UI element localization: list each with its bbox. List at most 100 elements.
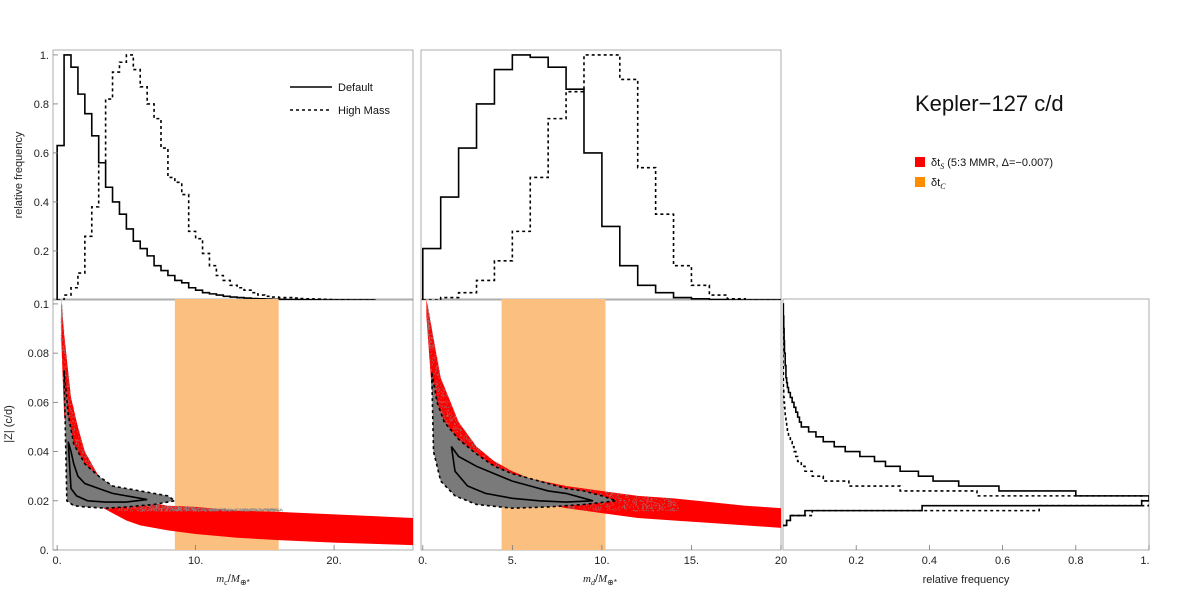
- scatter_mc-point: [152, 507, 154, 509]
- scatter_mc-point: [82, 459, 84, 461]
- scatter_md-point: [458, 438, 460, 440]
- scatter_mc-point: [81, 454, 83, 456]
- scatter_mc-point: [148, 509, 150, 511]
- legend-swatch-dts: [915, 157, 925, 167]
- scatter_md-point: [579, 504, 581, 506]
- scatter_md-point: [606, 493, 608, 495]
- scatter_mc-point: [156, 503, 158, 505]
- scatter_mc-point: [197, 510, 199, 512]
- scatter_md-point: [584, 508, 586, 510]
- hist_z-xtick-label: 0.8: [1068, 555, 1083, 567]
- scatter_md-point: [456, 428, 458, 430]
- scatter_mc-point: [195, 508, 197, 510]
- scatter_mc-point: [149, 506, 151, 508]
- scatter_md-point: [455, 419, 457, 421]
- scatter_md-point: [652, 508, 654, 510]
- scatter_mc-point: [142, 506, 144, 508]
- scatter_md-point: [450, 411, 452, 413]
- scatter_mc-point: [72, 412, 74, 414]
- scatter_md-point: [469, 441, 471, 443]
- scatter_md-point: [593, 504, 595, 506]
- scatter_mc-point: [78, 431, 80, 433]
- scatter_md-point: [455, 415, 457, 417]
- scatter_md-point: [444, 405, 446, 407]
- scatter_mc-point: [168, 508, 170, 510]
- scatter_mc-point: [165, 508, 167, 510]
- scatter_md-point: [473, 443, 475, 445]
- scatter_md-point: [620, 498, 622, 500]
- scatter_mc-point: [275, 509, 277, 511]
- scatter_md-point: [428, 339, 430, 341]
- scatter_md-point: [610, 495, 612, 497]
- scatter_mc-point: [161, 508, 163, 510]
- scatter_mc-point: [246, 508, 248, 510]
- scatter_mc-point: [142, 509, 144, 511]
- scatter_md-point: [673, 500, 675, 502]
- scatter_mc-point: [230, 508, 232, 510]
- scatter_md-point: [431, 326, 433, 328]
- scatter_mc-point: [161, 509, 163, 511]
- scatter_mc-point: [138, 506, 140, 508]
- scatter_mc-point: [146, 505, 148, 507]
- scatter_mc-point: [225, 508, 227, 510]
- scatter_md-point: [430, 349, 432, 351]
- scatter_md-point: [674, 504, 676, 506]
- scatter_mc-point: [140, 510, 142, 512]
- scatter_md-point: [625, 509, 627, 511]
- scatter_mc-point: [172, 508, 174, 510]
- scatter_mc-point: [85, 460, 87, 462]
- scatter_md-point: [614, 498, 616, 500]
- scatter_mc-point: [165, 510, 167, 512]
- scatter_mc-point: [75, 421, 77, 423]
- scatter_mc-point: [258, 510, 260, 512]
- scatter_mc-point: [206, 509, 208, 511]
- scatter_mc-point: [64, 374, 66, 376]
- scatter_mc-point: [60, 337, 62, 339]
- xlabel-relfreq: relative frequency: [923, 574, 1010, 586]
- scatter_mc-point: [244, 510, 246, 512]
- scatter_mc-xtick-label: 0.: [53, 555, 62, 567]
- scatter_mc-point: [217, 510, 219, 512]
- scatter_mc-point: [80, 449, 82, 451]
- scatter_mc-point: [64, 366, 66, 368]
- scatter_md-point: [594, 508, 596, 510]
- scatter_md-point: [445, 393, 447, 395]
- scatter_md-point: [427, 322, 429, 324]
- scatter_mc-point: [181, 510, 183, 512]
- scatter_md-point: [435, 393, 437, 395]
- scatter_md-point: [440, 411, 442, 413]
- scatter_mc-point: [271, 510, 273, 512]
- scatter_md-point: [437, 387, 439, 389]
- scatter_md-xtick-label: 0.: [418, 555, 427, 567]
- scatter_mc-point: [229, 510, 231, 512]
- scatter_mc-point: [192, 508, 194, 510]
- scatter_md-point: [627, 496, 629, 498]
- scatter_md-point: [625, 496, 627, 498]
- scatter_mc-point: [60, 333, 62, 335]
- scatter_md-point: [443, 415, 445, 417]
- scatter_md-point: [614, 510, 616, 512]
- scatter_md-point: [650, 504, 652, 506]
- scatter_md-point: [459, 438, 461, 440]
- scatter_mc-point: [276, 510, 278, 512]
- scatter_md-point: [427, 317, 429, 319]
- scatter_mc-point: [64, 362, 66, 364]
- scatter_mc-point: [120, 510, 122, 512]
- scatter_mc-point: [153, 508, 155, 510]
- scatter_mc-point: [235, 508, 237, 510]
- scatter_mc-point: [65, 370, 67, 372]
- scatter_mc-point: [231, 510, 233, 512]
- scatter_mc-point: [162, 505, 164, 507]
- scatter_mc-point: [134, 507, 136, 509]
- scatter_md-point: [459, 424, 461, 426]
- scatter_mc-point: [154, 505, 156, 507]
- scatter_mc-point: [127, 506, 129, 508]
- scatter_md-point: [433, 343, 435, 345]
- hist_z-series-1: [783, 303, 1149, 527]
- scatter_md-point: [656, 502, 658, 504]
- scatter_md-point: [642, 510, 644, 512]
- scatter_md-point: [643, 503, 645, 505]
- scatter_mc-point: [204, 510, 206, 512]
- scatter_md-point: [632, 503, 634, 505]
- scatter_md-point: [667, 498, 669, 500]
